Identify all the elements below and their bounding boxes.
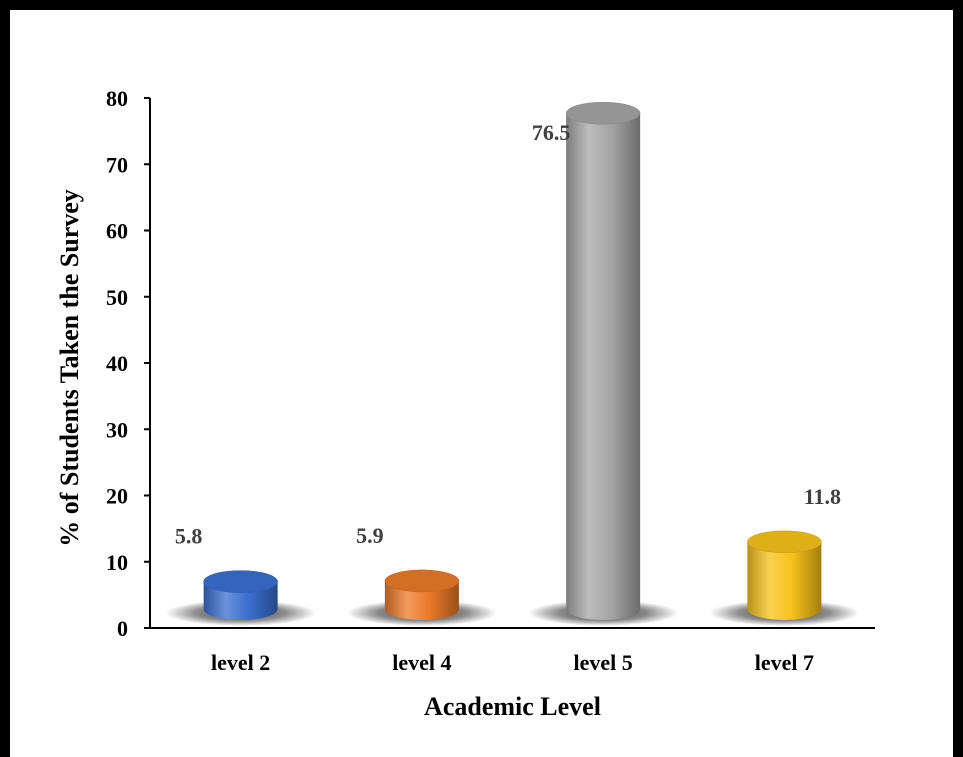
y-tick-label: 20	[106, 484, 128, 509]
y-tick-label: 60	[106, 219, 128, 244]
bar-body	[747, 541, 822, 621]
bar-top	[747, 530, 822, 554]
y-tick-label: 10	[106, 550, 128, 575]
bar-top	[384, 569, 460, 593]
data-label: 11.8	[804, 484, 841, 509]
bar-body	[566, 113, 641, 621]
y-tick-label: 80	[106, 86, 128, 111]
y-tick-label: 40	[106, 351, 128, 376]
x-tick-label: level 2	[211, 650, 270, 675]
y-tick-label: 70	[106, 152, 128, 177]
bar-top	[203, 570, 278, 593]
y-tick-label: 30	[106, 417, 128, 442]
data-label: 5.9	[356, 523, 384, 548]
y-axis-ticks: 0 10 20 30 40 50 60 70 80	[106, 86, 150, 641]
y-axis-title: % of Students Taken the Survey	[55, 189, 84, 547]
bars	[203, 101, 822, 621]
y-tick-label: 50	[106, 285, 128, 310]
x-axis-title: Academic Level	[424, 692, 601, 721]
x-tick-label: level 5	[573, 650, 632, 675]
bar-top	[565, 101, 641, 125]
data-label: 76.5	[532, 120, 571, 145]
data-label: 5.8	[175, 524, 203, 549]
data-labels: 5.8 5.9 76.5 11.8	[175, 120, 841, 548]
x-tick-label: level 4	[392, 650, 451, 675]
y-tick-label: 0	[117, 616, 128, 641]
x-axis-tick-labels: level 2 level 4 level 5 level 7	[211, 650, 814, 675]
x-tick-label: level 7	[755, 650, 814, 675]
